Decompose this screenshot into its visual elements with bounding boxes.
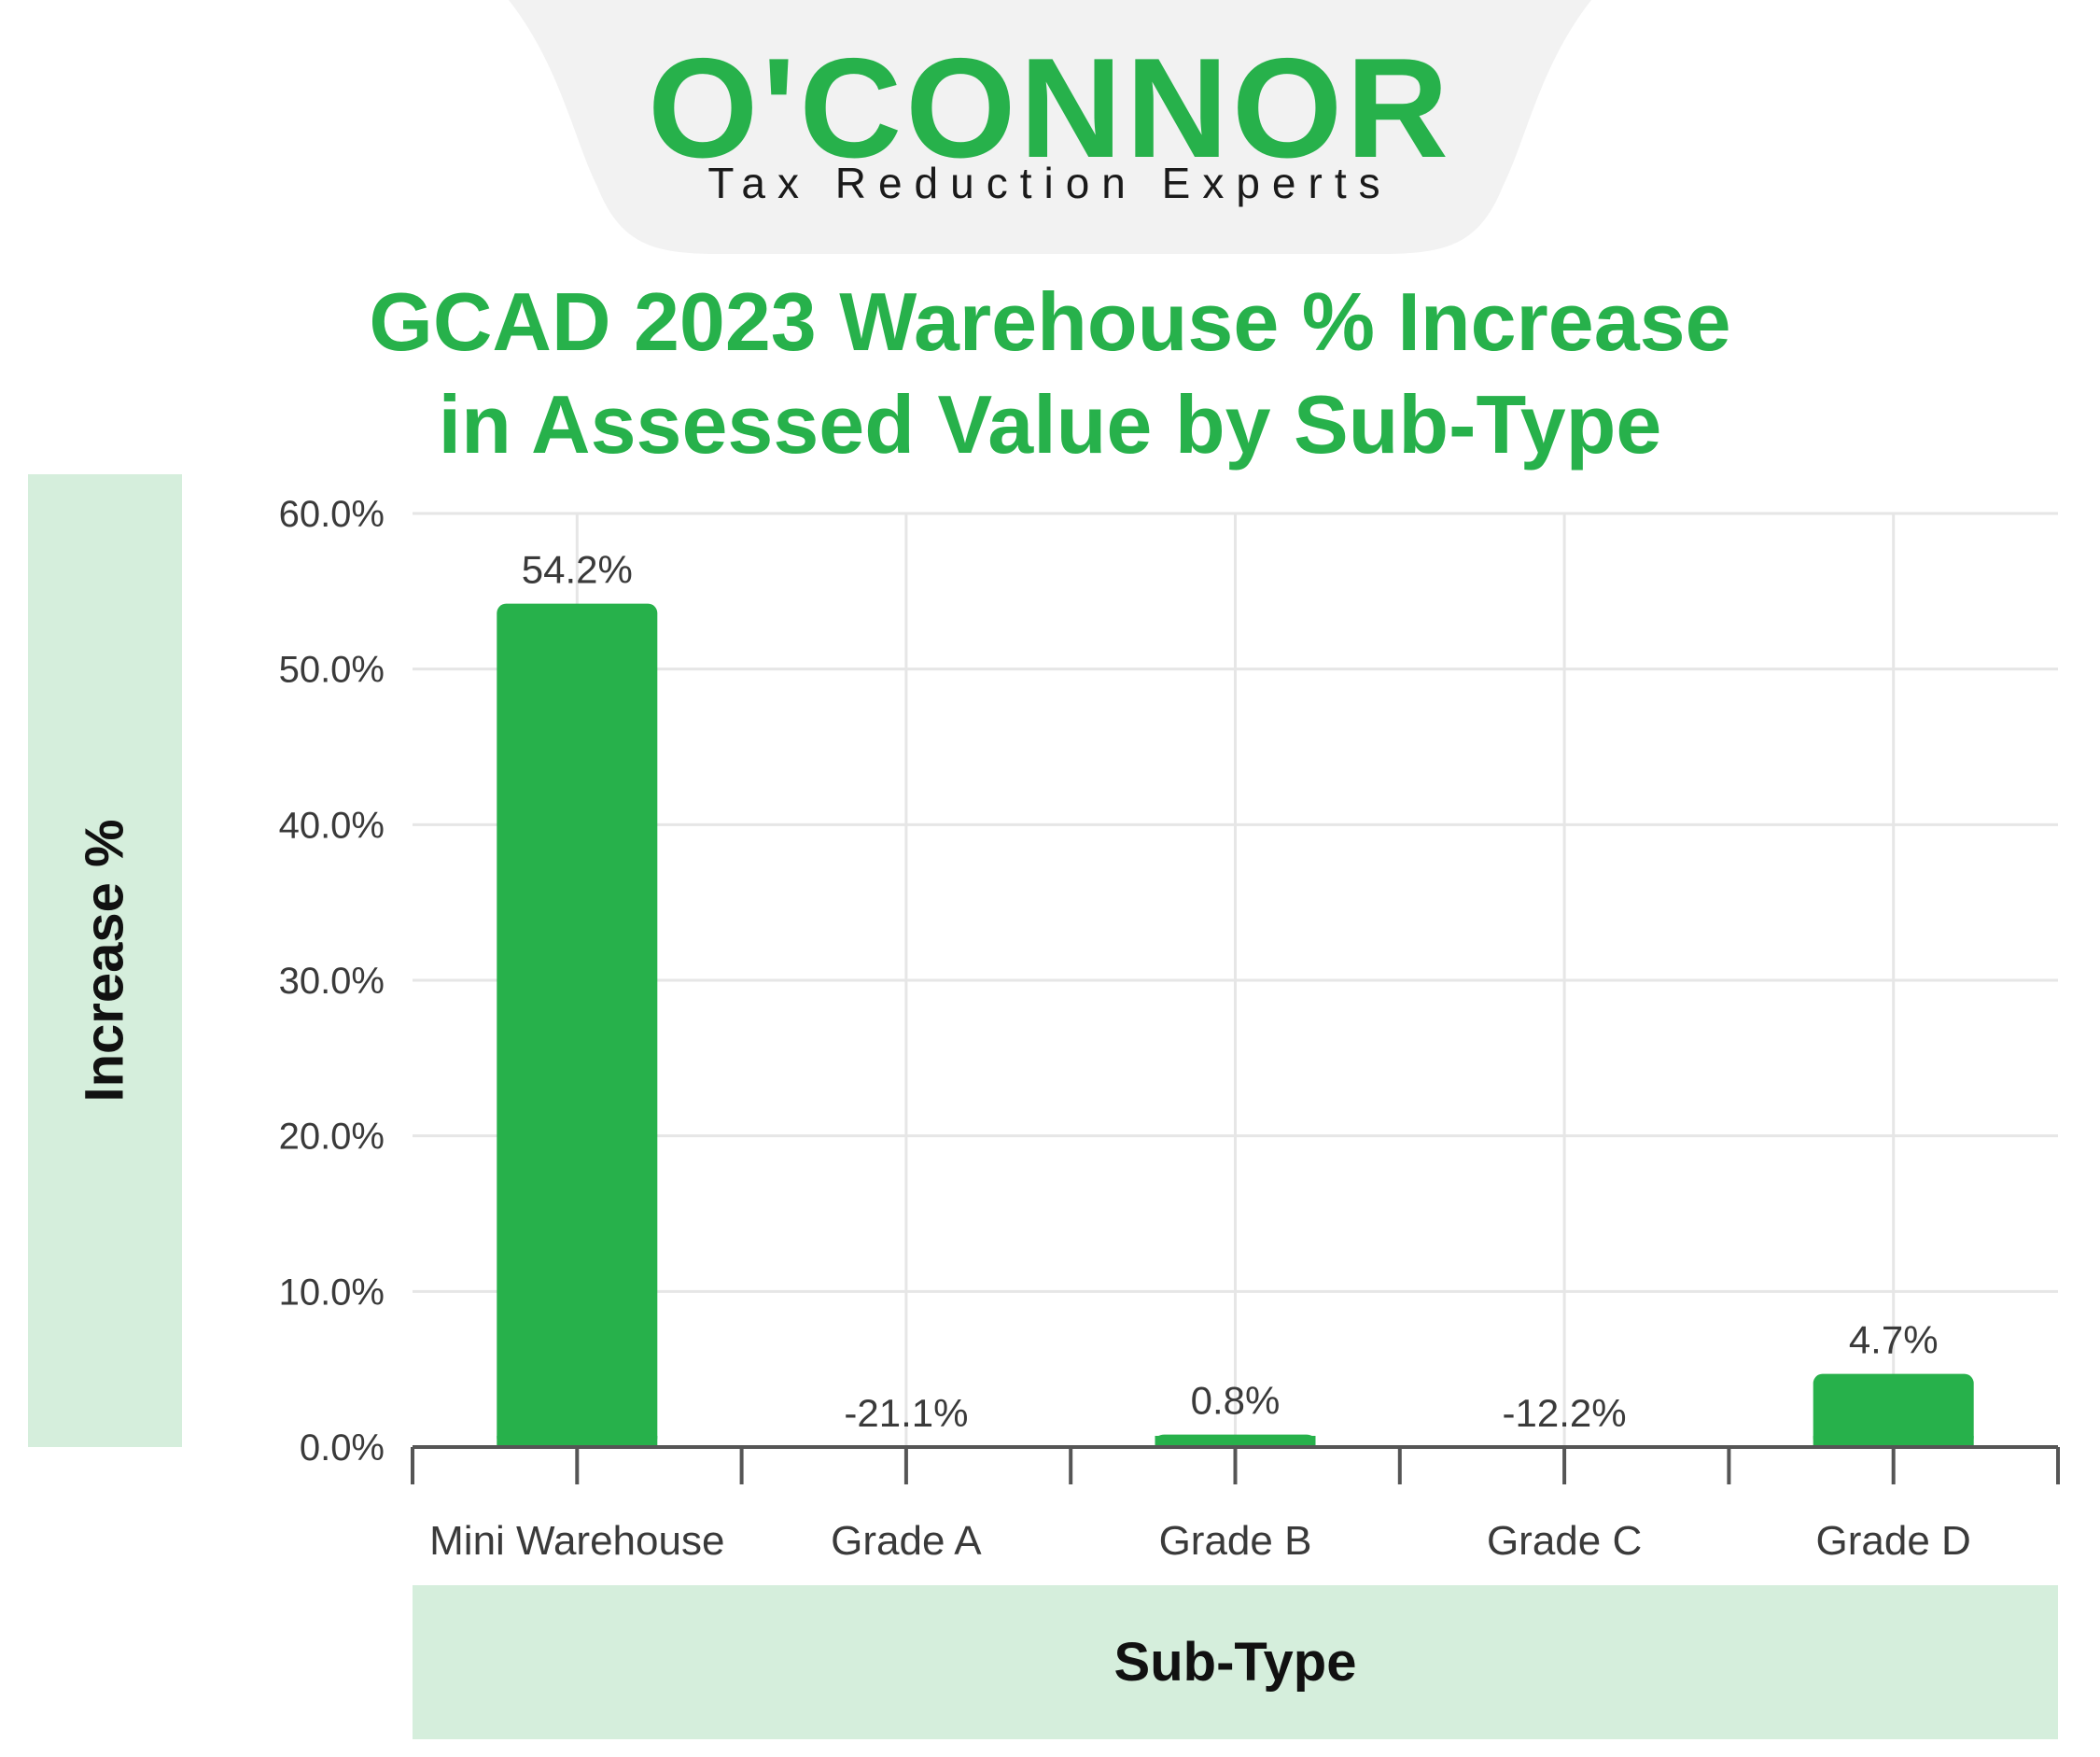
data-label: -12.2% [1503, 1391, 1627, 1435]
data-label: -21.1% [844, 1391, 968, 1435]
y-tick-label: 50.0% [279, 650, 385, 691]
y-tick-label: 0.0% [300, 1427, 385, 1469]
bar [497, 603, 658, 1447]
chart-title-line-1: GCAD 2023 Warehouse % Increase [369, 275, 1731, 368]
data-label: 54.2% [522, 548, 633, 592]
x-axis-label: Sub-Type [1113, 1632, 1357, 1693]
x-tick-label: Grade A [831, 1518, 982, 1564]
y-axis-label-band [28, 474, 182, 1447]
bar-base [1155, 1436, 1316, 1447]
x-tick-label: Grade B [1159, 1518, 1312, 1564]
chart-title-line-2: in Assessed Value by Sub-Type [438, 378, 1662, 471]
bar-base [497, 1436, 658, 1447]
x-axis-label-band: Sub-Type [413, 1585, 2058, 1739]
bar [1813, 1373, 1974, 1447]
x-tick-label: Grade D [1816, 1518, 1971, 1564]
brand-logo: O'CONNOR [648, 29, 1452, 188]
y-tick-label: 10.0% [279, 1272, 385, 1313]
x-tick-label: Grade C [1487, 1518, 1642, 1564]
data-label: 0.8% [1191, 1379, 1281, 1423]
y-tick-label: 60.0% [279, 494, 385, 535]
y-tick-label: 40.0% [279, 805, 385, 846]
y-tick-label: 30.0% [279, 961, 385, 1002]
logo-background [509, 0, 1591, 254]
brand-tagline: Tax Reduction Experts [707, 159, 1393, 207]
bar-base [1813, 1436, 1974, 1447]
data-label: 4.7% [1849, 1318, 1939, 1362]
x-tick-label: Mini Warehouse [429, 1518, 724, 1564]
y-tick-label: 20.0% [279, 1117, 385, 1158]
